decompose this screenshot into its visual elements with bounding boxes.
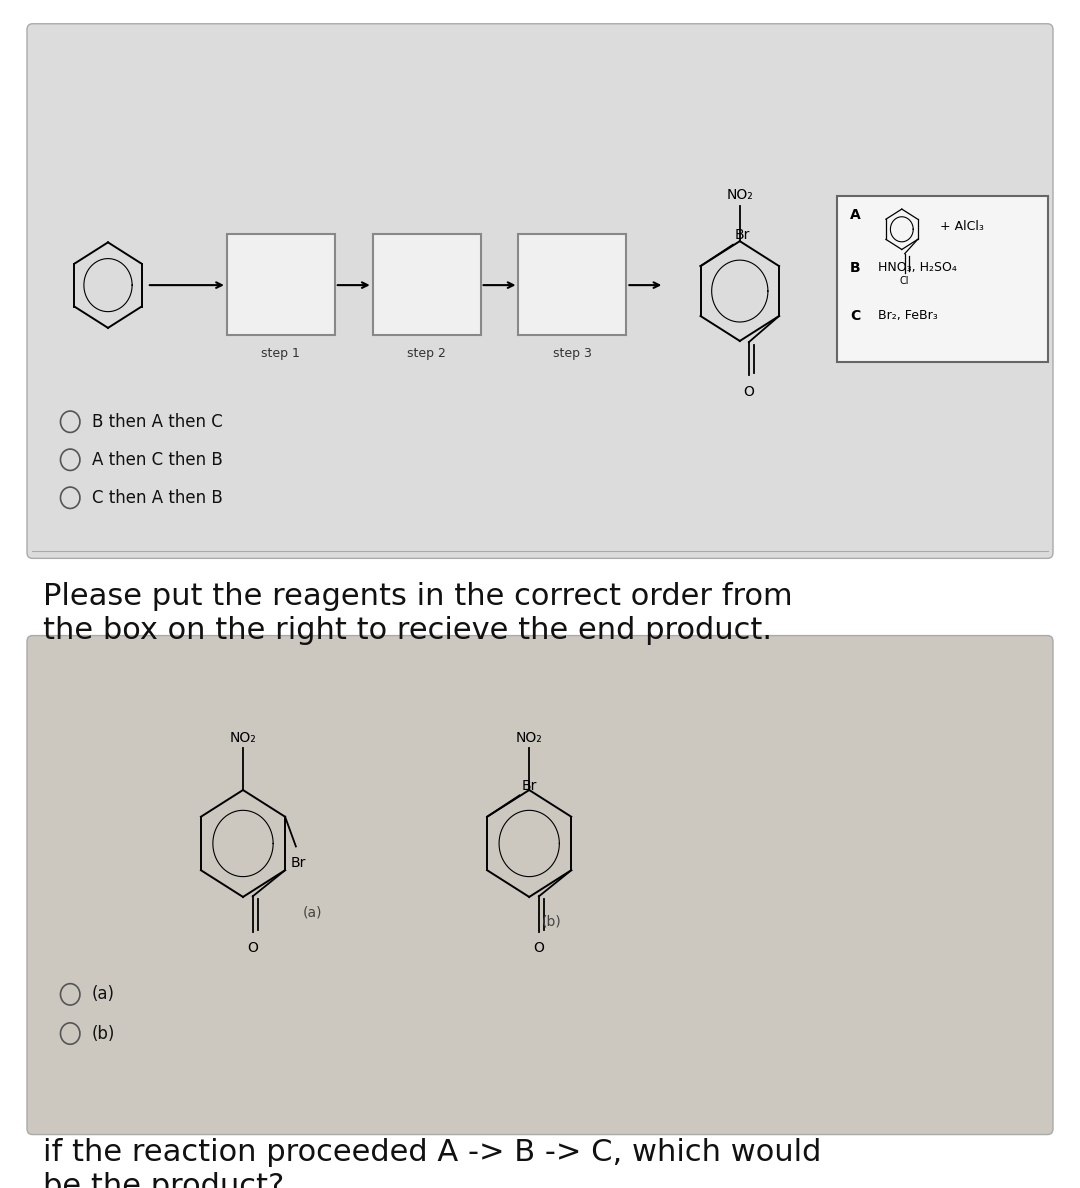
Text: O: O — [534, 941, 544, 955]
Text: C then A then B: C then A then B — [92, 488, 222, 507]
Bar — [373, 234, 481, 335]
Text: step 3: step 3 — [553, 347, 592, 360]
Text: NO₂: NO₂ — [727, 188, 753, 202]
Text: NO₂: NO₂ — [230, 731, 256, 745]
Text: Please put the reagents in the correct order from
the box on the right to reciev: Please put the reagents in the correct o… — [43, 582, 793, 645]
Bar — [837, 196, 1048, 362]
Text: O: O — [247, 941, 258, 955]
Text: (b): (b) — [92, 1024, 116, 1043]
Text: Br₂, FeBr₃: Br₂, FeBr₃ — [878, 309, 937, 322]
Text: step 2: step 2 — [407, 347, 446, 360]
Bar — [227, 234, 335, 335]
Text: C: C — [850, 309, 860, 323]
Text: B: B — [850, 261, 861, 276]
Text: B then A then C: B then A then C — [92, 412, 222, 431]
Text: Br: Br — [735, 228, 751, 242]
FancyBboxPatch shape — [27, 24, 1053, 558]
Text: (a): (a) — [302, 905, 322, 920]
Bar — [518, 234, 626, 335]
Text: if the reaction proceeded A -> B -> C, which would
be the product?: if the reaction proceeded A -> B -> C, w… — [43, 1138, 822, 1188]
Text: + AlCl₃: + AlCl₃ — [940, 220, 984, 233]
Text: (b): (b) — [542, 915, 562, 929]
Text: Cl: Cl — [900, 277, 909, 286]
Text: NO₂: NO₂ — [516, 731, 542, 745]
Text: Br: Br — [522, 779, 537, 794]
Text: A then C then B: A then C then B — [92, 450, 222, 469]
Text: O: O — [743, 385, 754, 399]
Text: A: A — [850, 208, 861, 222]
Text: HNO₃, H₂SO₄: HNO₃, H₂SO₄ — [878, 261, 957, 274]
FancyBboxPatch shape — [27, 636, 1053, 1135]
Text: step 1: step 1 — [261, 347, 300, 360]
Text: (a): (a) — [92, 985, 114, 1004]
Text: Br: Br — [291, 855, 306, 870]
